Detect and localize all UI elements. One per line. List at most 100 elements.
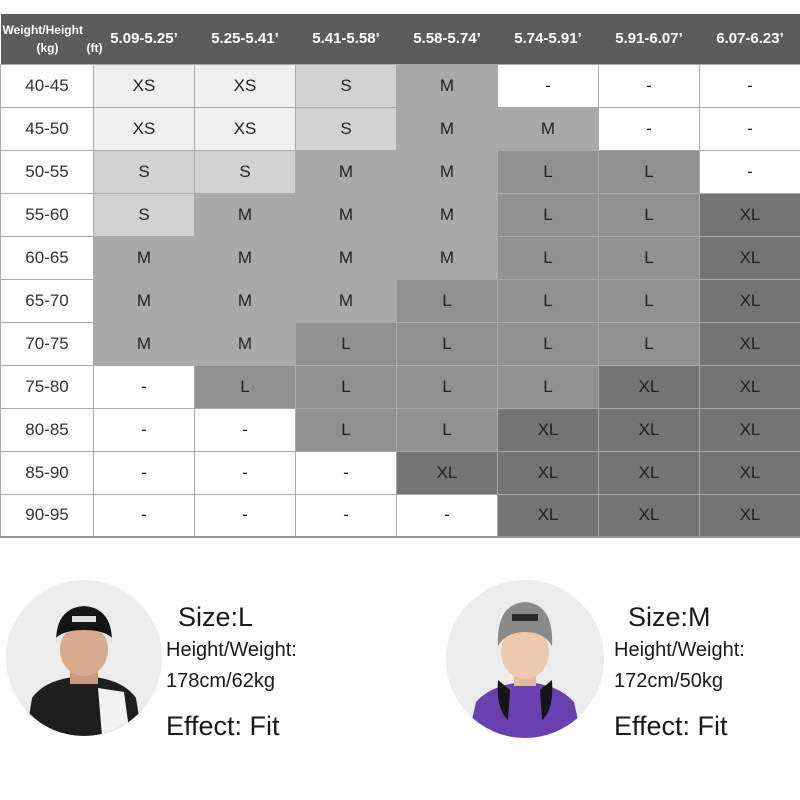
size-cell: M bbox=[295, 235, 397, 280]
size-cell: M bbox=[396, 63, 498, 108]
size-cell: M bbox=[194, 278, 296, 323]
size-cell: L bbox=[497, 364, 599, 409]
weight-row-label: 70-75 bbox=[0, 321, 94, 366]
size-cell: XL bbox=[396, 450, 498, 495]
table-row: 85-90- - - XL XL XL XL bbox=[0, 450, 800, 495]
size-cell: S bbox=[93, 149, 195, 194]
model-effect: Effect: Fit bbox=[166, 711, 280, 741]
size-chart-table: Weight/Height (kg) (ft) 5.09-5.25’ 5.25-5… bbox=[0, 14, 800, 538]
size-cell: XL bbox=[497, 407, 599, 452]
height-column-header: 5.58-5.74’ bbox=[413, 30, 481, 48]
size-cell: XL bbox=[598, 450, 700, 495]
size-cell: XL bbox=[699, 235, 800, 280]
weight-row-label: 45-50 bbox=[0, 106, 94, 151]
size-cell: L bbox=[295, 321, 397, 366]
size-cell: L bbox=[497, 192, 599, 237]
corner-unit-ft: (ft) bbox=[86, 40, 103, 55]
size-cell: - bbox=[699, 106, 800, 151]
size-cell: - bbox=[93, 364, 195, 409]
size-cell: L bbox=[396, 407, 498, 452]
size-cell: L bbox=[598, 321, 700, 366]
size-cell: M bbox=[396, 149, 498, 194]
model-size: Size:M bbox=[628, 602, 711, 632]
size-cell: M bbox=[93, 235, 195, 280]
size-cell: L bbox=[598, 149, 700, 194]
size-cell: XL bbox=[598, 407, 700, 452]
size-cell: S bbox=[93, 192, 195, 237]
size-cell: XL bbox=[497, 450, 599, 495]
size-cell: XL bbox=[699, 364, 800, 409]
size-cell: M bbox=[194, 192, 296, 237]
size-cell: L bbox=[396, 278, 498, 323]
table-row: 40-45 XS XS S M - - - bbox=[0, 63, 800, 108]
table-row: 50-55 S S M M L L - bbox=[0, 149, 800, 194]
corner-header: Weight/Height (kg) (ft) bbox=[1, 14, 103, 64]
size-cell: XL bbox=[699, 450, 800, 495]
size-chart-body: 40-45 XS XS S M - - -45-50 XS XS S M M - -50-55 S S M M L L -… bbox=[0, 63, 800, 538]
size-cell: L bbox=[497, 149, 599, 194]
size-cell: L bbox=[396, 321, 498, 366]
table-row: 70-75 M M L L L L XL bbox=[0, 321, 800, 366]
size-cell: L bbox=[497, 235, 599, 280]
size-cell: M bbox=[194, 321, 296, 366]
model-height-weight-value: 178cm/62kg bbox=[166, 670, 275, 692]
size-cell: - bbox=[194, 407, 296, 452]
height-column-header: 5.74-5.91’ bbox=[514, 30, 582, 48]
size-cell: L bbox=[497, 278, 599, 323]
table-row: 90-95- - - - XL XL XL bbox=[0, 493, 800, 538]
table-row: 60-65 M M M M L L XL bbox=[0, 235, 800, 280]
table-row: 55-60 S M M M L L XL bbox=[0, 192, 800, 237]
size-cell: - bbox=[295, 450, 397, 495]
size-cell: XL bbox=[699, 192, 800, 237]
height-column-header: 5.91-6.07’ bbox=[615, 30, 683, 48]
size-cell: M bbox=[93, 278, 195, 323]
table-row: 80-85- - L L XL XL XL bbox=[0, 407, 800, 452]
size-cell: XL bbox=[598, 364, 700, 409]
size-cell: XS bbox=[194, 106, 296, 151]
weight-row-label: 90-95 bbox=[0, 493, 94, 538]
size-cell: - bbox=[699, 63, 800, 108]
weight-row-label: 75-80 bbox=[0, 364, 94, 409]
corner-title: Weight/Height bbox=[2, 22, 83, 37]
height-column-header: 5.25-5.41’ bbox=[211, 30, 279, 48]
size-cell: M bbox=[295, 149, 397, 194]
size-cell: L bbox=[194, 364, 296, 409]
table-row: 75-80- L L L L XL XL bbox=[0, 364, 800, 409]
size-cell: M bbox=[295, 278, 397, 323]
size-cell: L bbox=[295, 364, 397, 409]
model-height-weight-label: Height/Weight: bbox=[166, 639, 297, 661]
height-column-header: 5.09-5.25’ bbox=[110, 30, 178, 48]
weight-row-label: 65-70 bbox=[0, 278, 94, 323]
size-cell: XL bbox=[598, 493, 700, 538]
size-cell: - bbox=[93, 407, 195, 452]
size-cell: L bbox=[598, 278, 700, 323]
size-cell: M bbox=[396, 106, 498, 151]
model-photo-female bbox=[446, 580, 604, 738]
model-height-weight-value: 172cm/50kg bbox=[614, 670, 723, 692]
height-column-header: 5.41-5.58’ bbox=[312, 30, 380, 48]
person-avatar-icon bbox=[446, 580, 604, 738]
size-cell: M bbox=[396, 235, 498, 280]
size-cell: - bbox=[194, 450, 296, 495]
table-row: 65-70 M M M L L L XL bbox=[0, 278, 800, 323]
table-row: 45-50 XS XS S M M - - bbox=[0, 106, 800, 151]
size-cell: XL bbox=[497, 493, 599, 538]
model-size: Size:L bbox=[178, 602, 254, 632]
size-cell: XS bbox=[194, 63, 296, 108]
size-cell: XL bbox=[699, 321, 800, 366]
model-photo-male bbox=[6, 580, 162, 736]
weight-row-label: 50-55 bbox=[0, 149, 94, 194]
size-cell: M bbox=[497, 106, 599, 151]
size-cell: S bbox=[295, 106, 397, 151]
size-cell: XS bbox=[93, 63, 195, 108]
model-height-weight-label: Height/Weight: bbox=[614, 639, 745, 661]
weight-row-label: 60-65 bbox=[0, 235, 94, 280]
weight-row-label: 55-60 bbox=[0, 192, 94, 237]
size-cell: - bbox=[194, 493, 296, 538]
size-cell: XL bbox=[699, 407, 800, 452]
size-cell: - bbox=[598, 63, 700, 108]
person-avatar-icon bbox=[6, 580, 162, 736]
size-cell: - bbox=[497, 63, 599, 108]
header-row: Weight/Height (kg) (ft) 5.09-5.25’ 5.25-5… bbox=[0, 14, 800, 64]
size-cell: XS bbox=[93, 106, 195, 151]
